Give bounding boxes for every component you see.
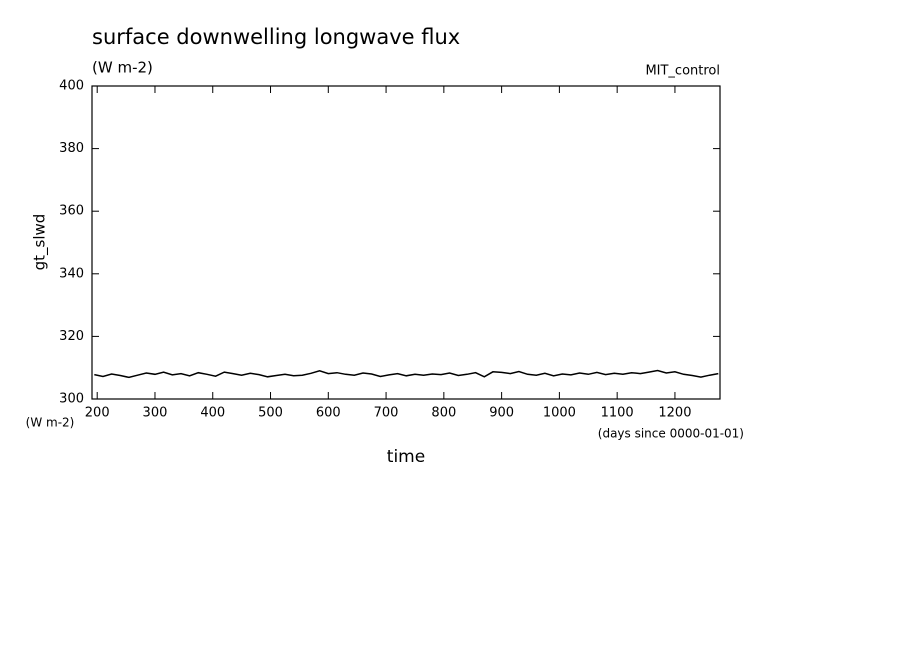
chart-title: surface downwelling longwave flux	[92, 25, 460, 49]
x-tick-label: 1100	[601, 406, 634, 421]
chart-subtitle: (W m-2)	[92, 59, 153, 77]
y-tick-label: 400	[59, 79, 84, 94]
y-tick-label: 340	[59, 266, 84, 281]
x-axis-label: time	[387, 447, 425, 467]
plot-frame	[91, 85, 721, 400]
y-axis-label: gt_slwd	[31, 214, 50, 271]
x-tick-label: 600	[316, 406, 341, 421]
x-tick-label: 500	[258, 406, 283, 421]
run-label: MIT_control	[645, 64, 720, 79]
x-tick-label: 800	[431, 406, 456, 421]
x-tick-label: 900	[489, 406, 514, 421]
x-unit: (days since 0000-01-01)	[598, 427, 744, 441]
data-line	[94, 369, 719, 379]
y-tick-label: 300	[59, 392, 84, 407]
x-tick-label: 300	[143, 406, 168, 421]
y-tick-label: 360	[59, 204, 84, 219]
x-tick-label: 1200	[658, 406, 691, 421]
x-tick-label: 200	[85, 406, 110, 421]
x-tick-label: 1000	[543, 406, 576, 421]
y-tick-label: 320	[59, 329, 84, 344]
x-tick-label: 700	[374, 406, 399, 421]
x-tick-label: 400	[200, 406, 225, 421]
y-unit: (W m-2)	[26, 416, 75, 430]
y-tick-label: 380	[59, 141, 84, 156]
